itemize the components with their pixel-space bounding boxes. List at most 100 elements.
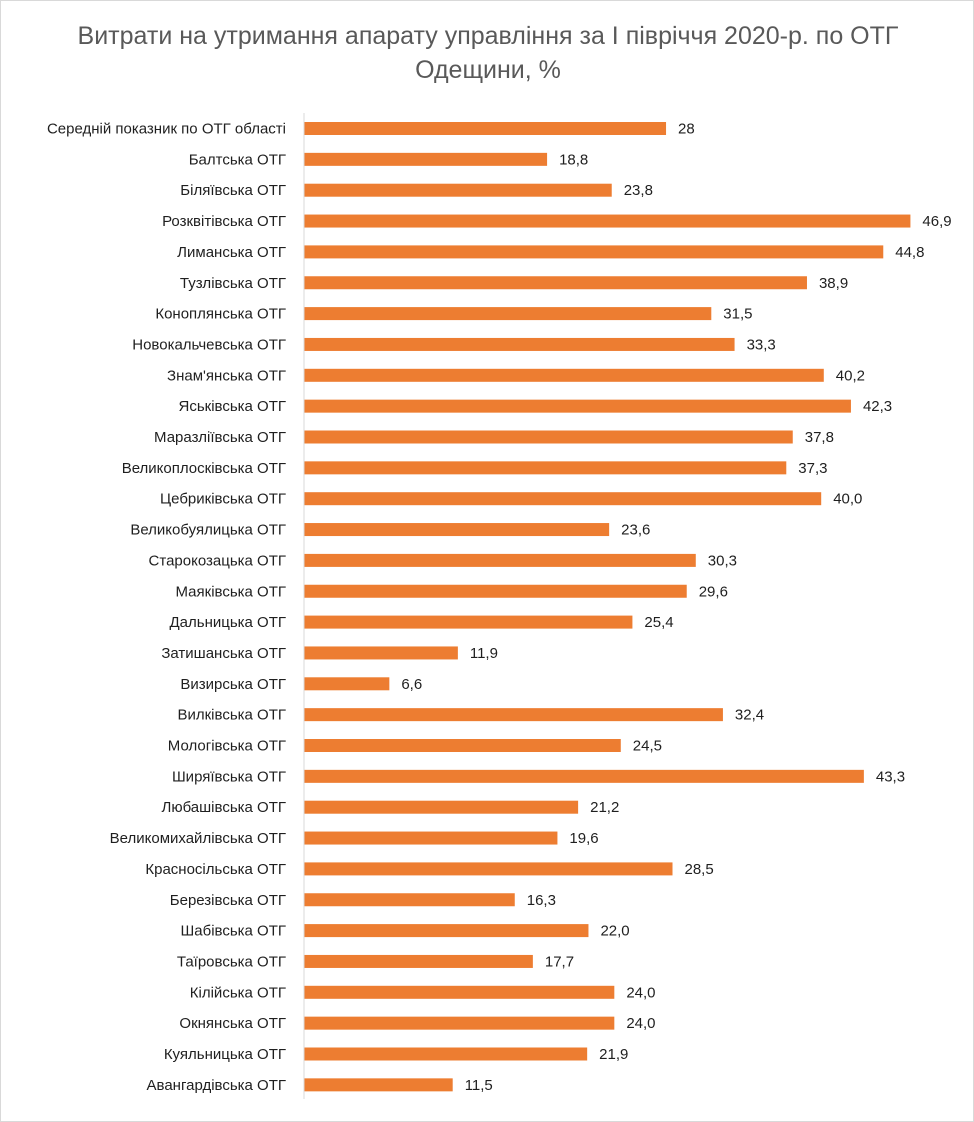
category-label: Тузлівська ОТГ [180,275,286,292]
value-label: 21,9 [599,1046,628,1063]
category-label: Окнянська ОТГ [179,1015,286,1032]
value-label: 16,3 [527,892,556,909]
value-label: 28,5 [685,861,714,878]
bar [304,584,687,598]
category-label: Шабівська ОТГ [181,923,286,940]
bar [304,1016,615,1030]
value-label: 23,6 [621,522,650,539]
category-label: Маяківська ОТГ [176,583,287,600]
value-label: 25,4 [644,614,673,631]
value-label: 40,2 [836,367,865,384]
bar [304,800,579,814]
bar [304,523,610,537]
value-label: 28 [678,121,695,138]
value-label: 31,5 [723,306,752,323]
category-label: Маразліївська ОТГ [154,429,286,446]
bar [304,862,673,876]
bar [304,615,633,629]
bar [304,924,589,938]
category-label: Затишанська ОТГ [161,645,286,662]
category-label: Лиманська ОТГ [177,244,286,261]
bar [304,708,723,722]
category-label: Авангардівська ОТГ [147,1077,286,1094]
value-label: 42,3 [863,398,892,415]
bar [304,769,864,783]
bar [304,1078,453,1092]
value-label: 40,0 [833,491,862,508]
bar [304,245,884,259]
bar [304,954,533,968]
bar [304,214,911,228]
category-label: Березівська ОТГ [170,892,286,909]
bar [304,152,548,166]
bar [304,368,824,382]
value-label: 46,9 [922,213,951,230]
value-label: 30,3 [708,552,737,569]
bar [304,461,787,475]
value-label: 37,3 [798,460,827,477]
bar [304,739,621,752]
bar [304,985,615,999]
category-label: Куяльницька ОТГ [164,1046,286,1063]
value-label: 37,8 [805,429,834,446]
bars-layer: Середній показник по ОТГ області 28 Балтсь… [47,121,952,1094]
category-label: Вилківська ОТГ [177,707,286,724]
bar [304,553,696,567]
value-label: 11,5 [465,1077,493,1094]
value-label: 38,9 [819,275,848,292]
category-label: Біляївська ОТГ [180,182,286,199]
value-label: 24,0 [626,984,655,1001]
chart-title: Витрати на утримання апарату управління … [77,22,899,84]
category-label: Балтська ОТГ [189,151,286,168]
bar [304,430,793,444]
value-label: 43,3 [876,768,905,785]
bar [304,183,612,197]
category-label: Любашівська ОТГ [161,799,286,816]
category-label: Дальницька ОТГ [170,614,287,631]
bar [304,337,735,351]
value-label: 6,6 [401,676,422,693]
value-label: 32,4 [735,707,764,724]
bar [304,831,558,845]
bar [304,399,851,413]
value-label: 23,8 [624,182,653,199]
bar [304,307,712,321]
category-label: Великобуялицька ОТГ [130,522,286,539]
value-label: 24,0 [626,1015,655,1032]
value-label: 21,2 [590,799,619,816]
bar [304,646,458,660]
value-label: 17,7 [545,953,574,970]
bar [304,893,515,907]
value-label: 11,9 [470,645,498,662]
category-label: Мологівська ОТГ [168,738,286,755]
bar [304,677,390,691]
value-label: 24,5 [633,738,662,755]
value-label: 29,6 [699,583,728,600]
category-label: Яськівська ОТГ [178,398,286,415]
category-label: Великоплосківська ОТГ [122,460,286,477]
value-label: 44,8 [895,244,924,261]
category-label: Знам'янська ОТГ [167,367,286,384]
value-label: 19,6 [569,830,598,847]
bar [304,276,807,290]
category-label: Визирська ОТГ [180,676,286,693]
category-label: Красносільська ОТГ [145,861,286,878]
bar [304,492,822,506]
category-label: Розквітівська ОТГ [162,213,286,230]
bar [304,1047,588,1061]
value-label: 22,0 [600,923,629,940]
category-label: Старокозацька ОТГ [149,552,286,569]
bar [304,122,667,135]
category-label: Цебриківська ОТГ [160,491,286,508]
value-label: 33,3 [747,336,776,353]
category-label: Таїровська ОТГ [177,953,286,970]
value-label: 18,8 [559,151,588,168]
category-label: Ширяївська ОТГ [172,768,286,785]
category-label: Коноплянська ОТГ [155,306,286,323]
category-label: Кілійська ОТГ [190,984,286,1001]
category-label: Новокальчевська ОТГ [132,336,286,353]
category-label: Великомихайлівська ОТГ [110,830,286,847]
category-label: Середній показник по ОТГ області [47,121,286,138]
